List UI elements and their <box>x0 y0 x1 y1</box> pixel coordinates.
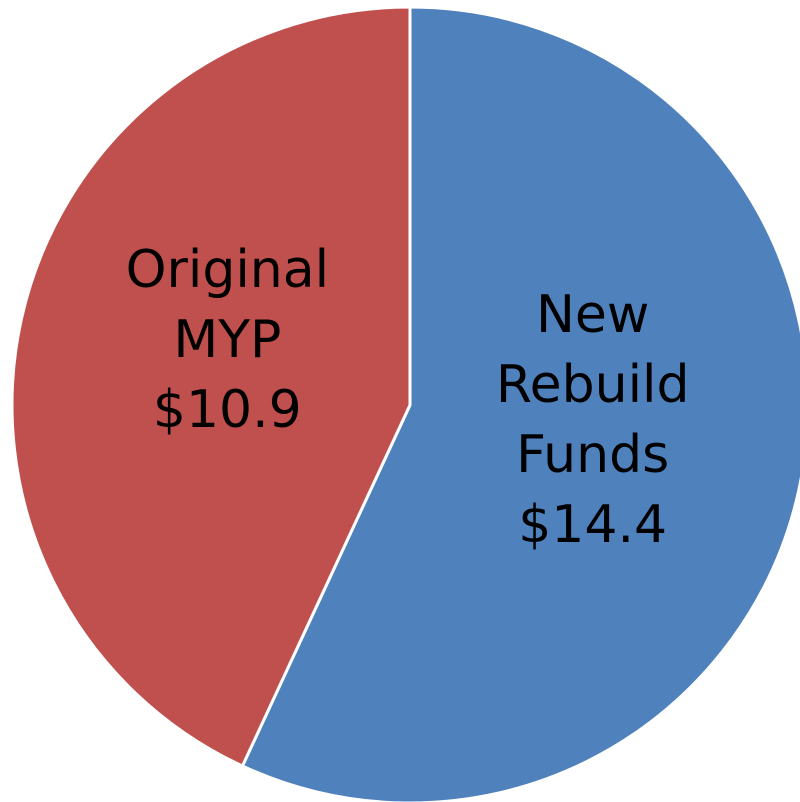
slice-category: Original MYP <box>125 239 330 370</box>
slice-label: Original MYP $10.9 <box>107 235 347 445</box>
pie-slice <box>240 5 800 802</box>
slice-category: New Rebuild Funds <box>495 285 690 486</box>
pie-slice <box>10 5 412 768</box>
slice-label: New Rebuild Funds $14.4 <box>473 280 713 560</box>
slice-value: $10.9 <box>152 379 302 440</box>
slice-value: $14.4 <box>518 495 668 556</box>
